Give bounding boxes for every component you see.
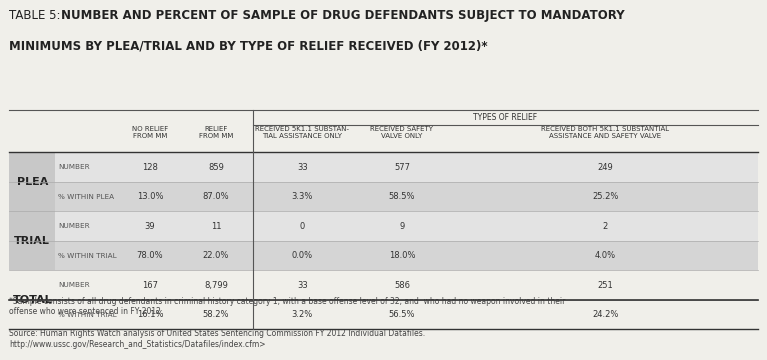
Text: NO RELIEF
FROM MM: NO RELIEF FROM MM	[132, 126, 168, 139]
Text: 4.0%: 4.0%	[594, 251, 616, 260]
Text: NUMBER: NUMBER	[58, 164, 90, 170]
Text: 58.5%: 58.5%	[389, 192, 415, 201]
Text: 24.2%: 24.2%	[592, 310, 618, 319]
Text: PLEA: PLEA	[17, 177, 48, 187]
Text: 586: 586	[394, 281, 410, 289]
Text: 0.0%: 0.0%	[291, 251, 313, 260]
Text: % WITHIN PLEA: % WITHIN PLEA	[58, 194, 114, 199]
Text: 249: 249	[597, 163, 613, 172]
Text: % WITHIN TRIAL: % WITHIN TRIAL	[58, 253, 117, 258]
Text: 25.2%: 25.2%	[592, 192, 618, 201]
Text: 128: 128	[142, 163, 158, 172]
Text: 22.0%: 22.0%	[202, 251, 229, 260]
Text: 3.3%: 3.3%	[291, 192, 313, 201]
Text: 8,799: 8,799	[204, 281, 228, 289]
Text: 33: 33	[297, 163, 308, 172]
Text: 3.2%: 3.2%	[291, 310, 313, 319]
Text: NUMBER: NUMBER	[58, 223, 90, 229]
Text: 9: 9	[400, 222, 404, 231]
Text: 18.0%: 18.0%	[389, 251, 415, 260]
Text: 2: 2	[603, 222, 607, 231]
Text: TABLE 5:: TABLE 5:	[9, 9, 64, 22]
Text: TYPES OF RELIEF: TYPES OF RELIEF	[473, 113, 538, 122]
Text: % WITHIN TRIAL: % WITHIN TRIAL	[58, 312, 117, 318]
Text: 87.0%: 87.0%	[202, 192, 229, 201]
Text: 167: 167	[142, 281, 158, 289]
Text: 78.0%: 78.0%	[137, 251, 163, 260]
Text: 13.0%: 13.0%	[137, 192, 163, 201]
Text: 251: 251	[597, 281, 613, 289]
Text: RELIEF
FROM MM: RELIEF FROM MM	[199, 126, 233, 139]
Text: 859: 859	[208, 163, 224, 172]
Text: 39: 39	[145, 222, 155, 231]
Text: 577: 577	[394, 163, 410, 172]
Text: 0: 0	[300, 222, 304, 231]
Text: *Sample consists of all drug defendants in criminal history category 1, with a b: *Sample consists of all drug defendants …	[9, 297, 565, 316]
Text: 56.5%: 56.5%	[389, 310, 415, 319]
Text: RECEIVED SAFETY
VALVE ONLY: RECEIVED SAFETY VALVE ONLY	[370, 126, 433, 139]
Text: TRIAL: TRIAL	[15, 236, 50, 246]
Text: Source: Human Rights Watch analysis of United States Sentencing Commission FY 20: Source: Human Rights Watch analysis of U…	[9, 329, 426, 349]
Text: RECEIVED BOTH 5K1.1 SUBSTANTIAL
ASSISTANCE AND SAFETY VALVE: RECEIVED BOTH 5K1.1 SUBSTANTIAL ASSISTAN…	[541, 126, 670, 139]
Text: 58.2%: 58.2%	[202, 310, 229, 319]
Text: MINIMUMS BY PLEA/TRIAL AND BY TYPE OF RELIEF RECEIVED (FY 2012)*: MINIMUMS BY PLEA/TRIAL AND BY TYPE OF RE…	[9, 40, 488, 53]
Text: 33: 33	[297, 281, 308, 289]
Text: NUMBER AND PERCENT OF SAMPLE OF DRUG DEFENDANTS SUBJECT TO MANDATORY: NUMBER AND PERCENT OF SAMPLE OF DRUG DEF…	[61, 9, 625, 22]
Text: 11: 11	[211, 222, 221, 231]
Text: 16.1%: 16.1%	[137, 310, 163, 319]
Text: RECEIVED 5K1.1 SUBSTAN-
TIAL ASSISTANCE ONLY: RECEIVED 5K1.1 SUBSTAN- TIAL ASSISTANCE …	[255, 126, 349, 139]
Text: TOTAL: TOTAL	[12, 295, 52, 305]
Text: NUMBER: NUMBER	[58, 282, 90, 288]
